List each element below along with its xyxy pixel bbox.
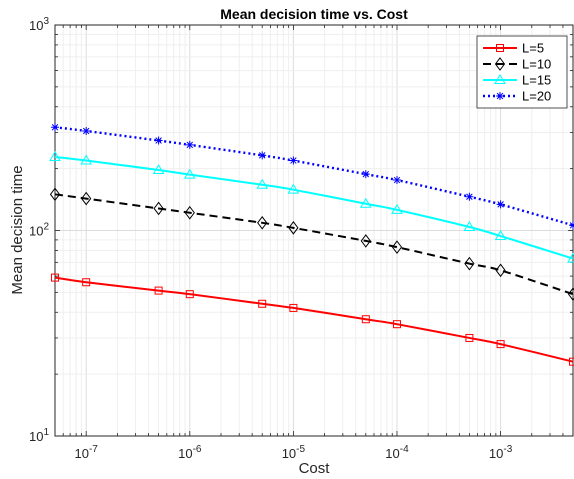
series-marker <box>184 205 195 220</box>
series-marker <box>51 123 59 132</box>
y-tick-label: 102 <box>29 222 49 239</box>
tick-label-exponent: -4 <box>400 444 409 455</box>
series-marker <box>183 168 196 179</box>
series-marker <box>82 278 91 287</box>
series-marker <box>359 197 372 208</box>
series-marker <box>185 140 194 149</box>
tick-label-base: 10 <box>282 446 296 461</box>
series-marker <box>256 178 269 189</box>
series-marker <box>496 200 505 209</box>
legend-label: L=15 <box>522 73 551 88</box>
series-marker <box>495 263 506 278</box>
series-marker <box>567 287 574 301</box>
axis-ticks <box>54 24 574 437</box>
series-marker <box>289 303 298 312</box>
tick-label-exponent: 3 <box>43 16 49 27</box>
series-marker <box>154 286 163 295</box>
series-marker <box>496 340 505 349</box>
series-l-5 <box>51 273 574 366</box>
series-marker <box>258 299 267 308</box>
series-marker <box>49 150 61 161</box>
legend: L=5L=10L=15L=20 <box>476 35 568 109</box>
legend-item: L=10 <box>483 57 551 72</box>
series-marker <box>496 44 504 52</box>
x-tick-label: 10-3 <box>489 444 513 461</box>
tick-label-exponent: 2 <box>43 222 49 233</box>
series-marker <box>49 187 61 202</box>
series-l-10 <box>49 187 574 301</box>
tick-label-exponent: -6 <box>193 444 202 455</box>
series-marker <box>257 215 268 230</box>
series-marker <box>465 333 474 342</box>
series-marker <box>51 273 59 282</box>
series-marker <box>392 176 401 185</box>
series-line <box>54 193 574 296</box>
series-marker <box>154 136 163 145</box>
series-marker <box>287 183 300 194</box>
tick-label-base: 10 <box>489 446 503 461</box>
legend-item: L=5 <box>483 41 544 56</box>
y-axis-label: Mean decision time <box>9 165 26 294</box>
series-marker <box>392 320 401 329</box>
series-marker <box>81 191 92 206</box>
series-marker <box>289 156 298 165</box>
series-l-15 <box>49 150 574 263</box>
series-marker <box>82 126 91 135</box>
series-marker <box>465 192 474 201</box>
tick-label-exponent: 1 <box>43 427 49 438</box>
legend-label: L=10 <box>522 57 551 72</box>
series-marker <box>153 201 164 216</box>
tick-label-base: 10 <box>29 224 43 239</box>
series-marker <box>494 57 506 71</box>
series-line <box>54 155 574 260</box>
legend-label: L=20 <box>522 89 551 104</box>
tick-label-exponent: -5 <box>296 444 305 455</box>
tick-label-base: 10 <box>178 446 192 461</box>
series-line <box>54 126 574 227</box>
x-tick-label: 10-6 <box>178 444 202 461</box>
tick-label-exponent: -7 <box>89 444 98 455</box>
series-marker <box>464 256 475 271</box>
series-marker <box>152 164 165 174</box>
series-line <box>54 276 574 363</box>
x-tick-labels: 10-7 10-6 10-5 10-4 10-3 <box>74 444 512 461</box>
series-marker <box>258 151 267 160</box>
series-marker <box>569 221 574 230</box>
legend-item: L=20 <box>483 89 551 104</box>
series-marker <box>496 92 504 100</box>
series-marker <box>494 230 507 241</box>
series-marker <box>494 74 506 84</box>
tick-label-base: 10 <box>29 429 43 444</box>
series-marker <box>361 315 370 324</box>
tick-label-base: 10 <box>385 446 399 461</box>
x-tick-label: 10-4 <box>385 444 409 461</box>
series-marker <box>185 290 194 299</box>
x-tick-label: 10-7 <box>74 444 98 461</box>
series-marker <box>391 240 403 254</box>
series-marker <box>360 234 371 248</box>
legend-item: L=15 <box>483 73 551 88</box>
tick-label-exponent: -3 <box>503 444 512 455</box>
series-marker <box>80 154 93 165</box>
y-tick-label: 103 <box>29 16 49 33</box>
series-marker <box>567 252 574 263</box>
chart-title: Mean decision time vs. Cost <box>220 6 408 22</box>
series-l-20 <box>51 123 574 230</box>
series-marker <box>288 221 299 235</box>
x-axis-label: Cost <box>299 460 331 477</box>
series-marker <box>391 203 403 214</box>
tick-label-base: 10 <box>74 446 88 461</box>
legend-label: L=5 <box>522 41 544 56</box>
series-marker <box>361 170 370 179</box>
tick-label-base: 10 <box>29 18 43 33</box>
series-group <box>49 123 574 366</box>
x-tick-label: 10-5 <box>282 444 306 461</box>
series-marker <box>569 357 574 366</box>
series-marker <box>463 221 476 231</box>
y-tick-label: 101 <box>29 427 49 444</box>
